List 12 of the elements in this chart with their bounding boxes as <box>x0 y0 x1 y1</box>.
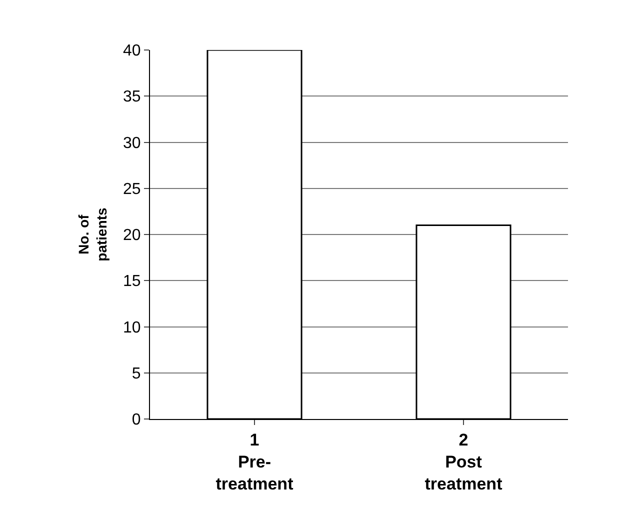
y-tick-label: 35 <box>123 88 141 106</box>
y-tick-label: 15 <box>123 273 141 290</box>
y-tick-label: 0 <box>132 412 141 429</box>
y-axis-title: No. of patients <box>75 207 110 262</box>
x-tick-label: 2 Post treatment <box>424 430 503 494</box>
y-tick-label: 25 <box>123 180 141 198</box>
y-tick-label: 10 <box>123 319 141 336</box>
x-tick-label: 1 Pre- treatment <box>216 430 294 494</box>
y-tick-label: 20 <box>123 227 141 244</box>
y-tick-label: 5 <box>132 365 141 382</box>
y-tick-label: 40 <box>123 42 141 60</box>
y-tick-label: 30 <box>123 134 141 152</box>
